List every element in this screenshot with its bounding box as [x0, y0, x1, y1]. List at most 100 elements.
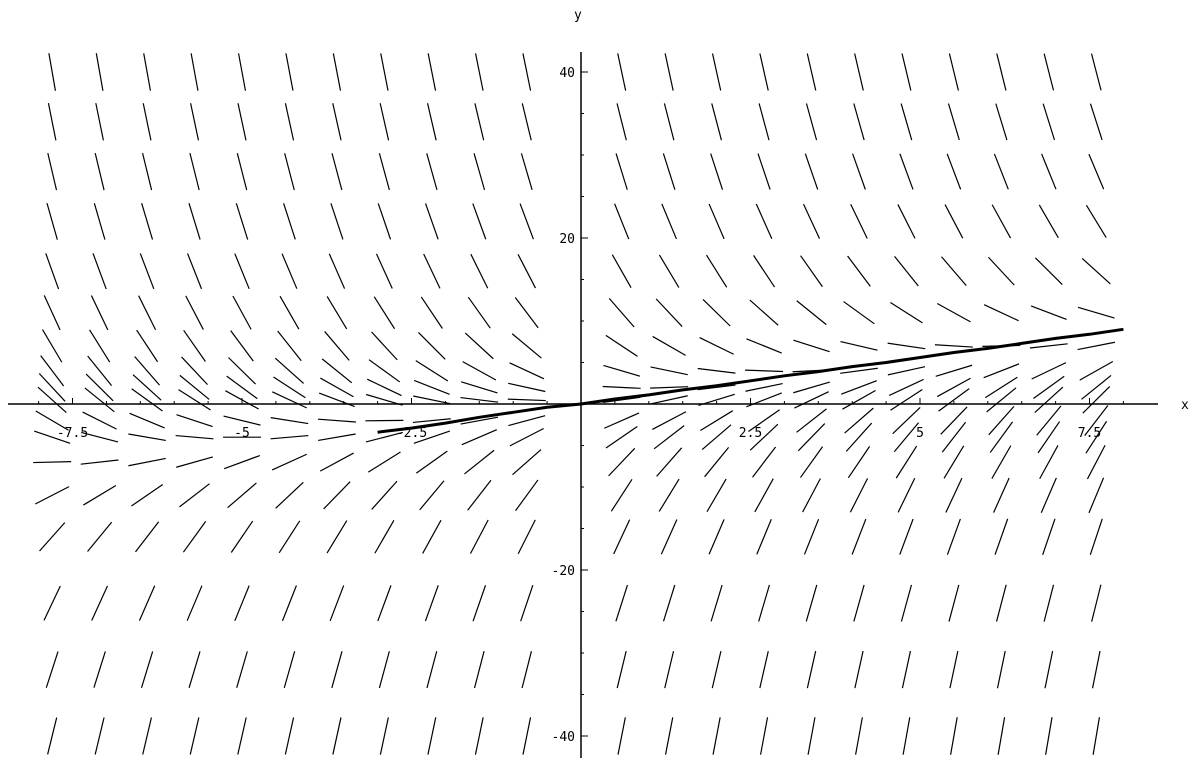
slope-segment: [412, 418, 451, 424]
slope-segment: [616, 650, 627, 689]
slope-segment: [472, 203, 487, 240]
slope-segment: [332, 103, 342, 141]
slope-segment: [368, 359, 401, 383]
slope-segment: [236, 651, 248, 689]
slope-segment: [464, 449, 495, 475]
slope-segment: [520, 585, 534, 622]
slope-segment: [460, 416, 499, 425]
slope-segment: [326, 520, 348, 554]
slope-segment: [1086, 444, 1106, 480]
slope-segment: [472, 585, 487, 622]
slope-segment: [270, 417, 309, 425]
slope-segment: [991, 204, 1012, 239]
slope-segment: [902, 717, 911, 755]
x-tick-label: -5: [234, 426, 250, 441]
slope-segment: [87, 355, 113, 386]
slope-segment: [1042, 518, 1056, 555]
slope-segment: [188, 203, 201, 240]
slope-segment: [271, 453, 308, 471]
slope-segment: [1034, 257, 1063, 286]
slope-segment: [796, 300, 827, 326]
axes: x y: [8, 8, 1189, 758]
slope-segment: [128, 457, 166, 467]
slope-segment: [48, 53, 57, 91]
slope-segment: [759, 650, 769, 689]
slope-segment: [840, 341, 878, 351]
slope-segment: [893, 422, 920, 453]
slope-segment: [899, 153, 914, 190]
slope-segment: [521, 103, 532, 141]
slope-segment: [749, 299, 779, 326]
slope-segment: [380, 53, 389, 91]
slope-segment: [949, 650, 959, 689]
slope-segment: [1081, 257, 1111, 285]
slope-segment: [474, 53, 484, 91]
slope-segment: [711, 650, 722, 689]
slope-segment: [521, 651, 533, 689]
slope-segment: [650, 366, 688, 376]
slope-segment: [181, 356, 208, 386]
slope-segment: [995, 584, 1007, 622]
slope-segment: [43, 585, 61, 621]
slope-segment: [936, 377, 971, 398]
slope-segment: [187, 253, 203, 290]
slope-segment: [332, 53, 342, 91]
slope-segment: [804, 153, 819, 190]
slope-segment: [92, 253, 107, 290]
slope-segment: [179, 483, 210, 508]
slope-segment: [1043, 584, 1055, 622]
slope-segment: [702, 298, 731, 327]
slope-segment: [226, 375, 258, 400]
slope-segment: [234, 253, 250, 290]
slope-segment: [603, 364, 641, 377]
slope-segment: [708, 203, 725, 240]
slope-segment: [413, 430, 451, 444]
slope-segment: [615, 153, 628, 190]
slope-segment: [1085, 204, 1107, 238]
slope-segment: [611, 254, 632, 289]
slope-segment: [851, 518, 867, 555]
slope-segment: [899, 518, 914, 555]
slope-segment: [373, 296, 396, 330]
slope-segment: [371, 480, 398, 510]
slope-segment: [806, 53, 817, 91]
slope-segment: [140, 651, 154, 688]
slope-segment: [988, 405, 1015, 436]
y-axis-label: y: [574, 8, 582, 23]
y-tick-label: -20: [552, 564, 575, 579]
slope-segment: [1044, 650, 1054, 689]
slope-segment: [270, 434, 309, 440]
slope-segment: [807, 717, 816, 755]
slope-segment: [852, 153, 866, 190]
slope-segment: [1088, 153, 1105, 190]
slope-segment: [129, 412, 165, 429]
slope-segment: [427, 717, 437, 755]
slope-segment: [284, 103, 295, 141]
slope-segment: [332, 717, 342, 755]
slope-segment: [855, 717, 863, 755]
slope-segment: [705, 254, 728, 288]
slope-segment: [326, 296, 348, 330]
slope-segment: [602, 385, 641, 389]
slope-segment: [175, 434, 214, 440]
slope-segment: [754, 478, 774, 513]
slope-segment: [420, 296, 443, 329]
slope-segment: [237, 103, 247, 141]
slope-segment: [895, 445, 918, 479]
slope-segment: [759, 717, 769, 755]
slope-segment: [888, 378, 924, 396]
x-axis-label: x: [1181, 398, 1189, 413]
slope-segment: [277, 330, 302, 362]
slope-segment: [40, 355, 65, 387]
x-tick-label: 5: [916, 426, 924, 441]
slope-segment: [283, 203, 296, 240]
slope-segment: [711, 53, 722, 91]
slope-segment: [658, 254, 680, 288]
slope-segment: [508, 415, 546, 427]
slope-segment: [374, 520, 395, 554]
slope-segment: [993, 153, 1009, 190]
slope-segment: [461, 429, 498, 446]
slope-segment: [842, 390, 876, 410]
slope-segment: [1038, 204, 1059, 239]
slope-segment: [95, 53, 104, 91]
